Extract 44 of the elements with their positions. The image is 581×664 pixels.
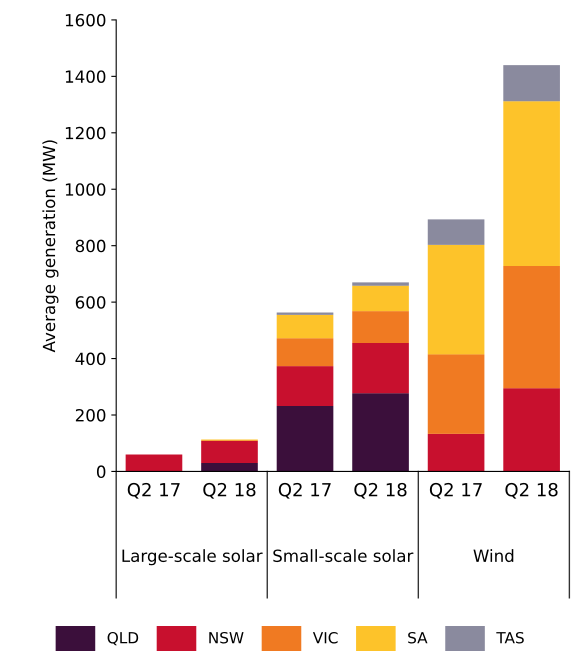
text: Wind bbox=[473, 549, 514, 562]
x-tick-label: Q2 18 bbox=[203, 482, 256, 499]
y-tick-label: 0 bbox=[96, 465, 106, 478]
bar bbox=[276, 338, 334, 366]
bar bbox=[276, 366, 334, 406]
text: Small-scale solar bbox=[273, 549, 414, 562]
y-tick-label: 800 bbox=[76, 240, 106, 252]
y-tick-label: 600 bbox=[76, 296, 106, 309]
legend-label: TAS bbox=[496, 632, 524, 644]
bar bbox=[352, 282, 409, 286]
x-tick-label: Q2 17 bbox=[128, 482, 180, 499]
legend-label: NSW bbox=[209, 632, 244, 644]
y-tick-label: 400 bbox=[75, 352, 106, 366]
bar bbox=[276, 406, 334, 472]
x-tick-label: Q2 18 bbox=[354, 482, 407, 499]
y-tick-label: 1200 bbox=[66, 126, 106, 140]
legend-label: VIC bbox=[312, 632, 338, 644]
bar bbox=[276, 314, 334, 338]
y-tick-label: 1600 bbox=[66, 14, 106, 26]
y-axis-title: Average generation (MW) bbox=[42, 140, 59, 352]
text: Large-scale solar bbox=[122, 549, 263, 566]
bar bbox=[352, 311, 409, 344]
bar bbox=[352, 343, 409, 394]
bar bbox=[126, 454, 182, 472]
bar bbox=[503, 266, 560, 388]
bar bbox=[428, 219, 484, 245]
y-tick-label: 1400 bbox=[66, 70, 106, 83]
bar bbox=[503, 101, 560, 266]
bar bbox=[201, 440, 258, 463]
x-tick-label: Q2 18 bbox=[505, 482, 558, 499]
bar bbox=[503, 388, 560, 472]
bar bbox=[201, 462, 258, 472]
x-tick-label: Q2 17 bbox=[430, 482, 482, 499]
y-tick-label: 1000 bbox=[66, 183, 106, 196]
bar bbox=[428, 434, 484, 472]
x-tick-label: Q2 17 bbox=[278, 482, 331, 499]
bar bbox=[503, 65, 560, 102]
legend-label: SA bbox=[408, 632, 428, 644]
legend-label: QLD bbox=[108, 632, 138, 646]
bar bbox=[352, 286, 409, 312]
bar bbox=[352, 393, 409, 472]
y-tick-label: 200 bbox=[76, 408, 106, 422]
bar bbox=[428, 354, 484, 434]
bar bbox=[428, 244, 484, 354]
